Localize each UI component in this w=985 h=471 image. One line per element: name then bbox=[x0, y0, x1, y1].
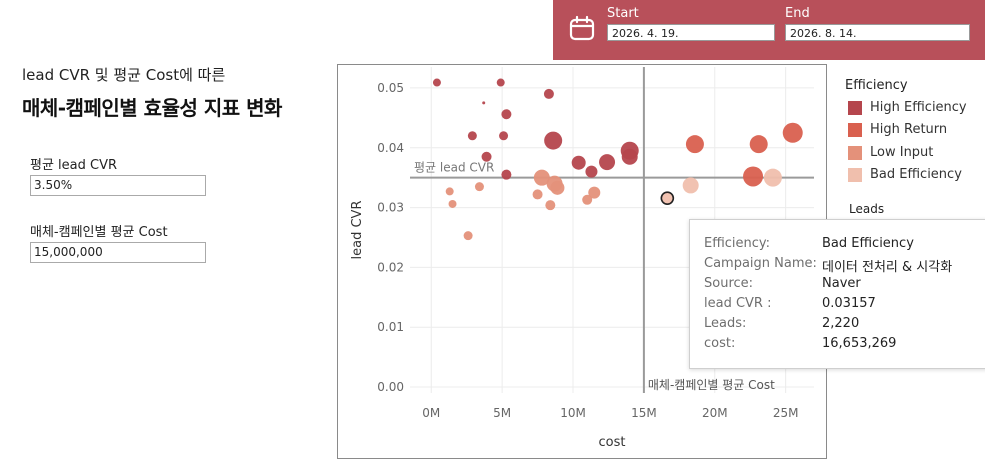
data-point bbox=[496, 78, 505, 87]
avg-cost-label: 매체-캠페인별 평균 Cost bbox=[30, 225, 168, 240]
tooltip-row-source: Source: Naver bbox=[704, 276, 861, 291]
legend-item-high-return[interactable]: High Return bbox=[848, 122, 947, 137]
x-tick-label: 25M bbox=[773, 406, 799, 420]
data-point bbox=[474, 182, 484, 192]
avg-cvr-input[interactable]: 3.50% bbox=[30, 175, 206, 196]
legend-item-high-efficiency[interactable]: High Efficiency bbox=[848, 100, 967, 115]
legend-swatch bbox=[848, 100, 862, 115]
legend-label: Low Input bbox=[870, 145, 934, 160]
legend-label: Bad Efficiency bbox=[870, 167, 962, 182]
x-tick-label: 0M bbox=[422, 406, 440, 420]
calendar-icon[interactable] bbox=[569, 15, 595, 41]
data-point bbox=[582, 194, 593, 205]
legend-label: High Return bbox=[870, 122, 948, 137]
tooltip-row-cvr: lead CVR : 0.03157 bbox=[704, 296, 876, 311]
avg-cost-input[interactable]: 15,000,000 bbox=[30, 242, 206, 263]
data-point bbox=[533, 169, 550, 186]
tooltip-row-campaign: Campaign Name: 데이터 전처리 & 시각화 bbox=[704, 256, 952, 275]
tooltip-key: Efficiency: bbox=[704, 236, 771, 251]
data-point bbox=[621, 148, 638, 165]
page-subtitle: lead CVR 및 평균 Cost에 따른 bbox=[22, 66, 226, 84]
data-point bbox=[660, 191, 675, 205]
tooltip-row-efficiency: Efficiency: Bad Efficiency bbox=[704, 236, 914, 251]
data-point bbox=[532, 189, 543, 200]
x-tick-label: 5M bbox=[493, 406, 511, 420]
tooltip-key: Campaign Name: bbox=[704, 256, 817, 271]
data-point bbox=[481, 151, 492, 162]
data-point bbox=[482, 101, 486, 105]
tooltip-key: Source: bbox=[704, 276, 754, 291]
data-point bbox=[588, 186, 601, 199]
date-range-bar: Start 2026. 4. 19. End 2026. 8. 14. bbox=[553, 0, 985, 60]
avg-cvr-reference-label: 평균 lead CVR bbox=[414, 161, 494, 175]
y-tick-label: 0.00 bbox=[377, 380, 404, 394]
data-point bbox=[550, 180, 565, 195]
x-tick-label: 15M bbox=[631, 406, 657, 420]
data-point bbox=[782, 122, 803, 143]
end-date-input[interactable]: 2026. 8. 14. bbox=[785, 24, 970, 41]
x-axis-title: cost bbox=[599, 435, 626, 450]
data-point bbox=[743, 166, 764, 187]
tooltip-key: cost: bbox=[704, 336, 736, 351]
legend-item-bad-efficiency[interactable]: Bad Efficiency bbox=[848, 167, 962, 182]
data-point bbox=[685, 135, 704, 154]
x-tick-label: 20M bbox=[702, 406, 728, 420]
y-tick-label: 0.04 bbox=[377, 141, 404, 155]
data-point bbox=[599, 154, 616, 171]
data-point bbox=[499, 131, 509, 141]
tooltip-row-cost: cost: 16,653,269 bbox=[704, 336, 896, 351]
tooltip-value: 0.03157 bbox=[822, 296, 876, 311]
tooltip-value: 데이터 전처리 & 시각화 bbox=[822, 260, 953, 275]
start-date-input[interactable]: 2026. 4. 19. bbox=[607, 24, 775, 41]
data-point bbox=[467, 131, 477, 141]
data-point bbox=[432, 78, 441, 87]
start-label: Start bbox=[607, 6, 639, 21]
data-point bbox=[463, 231, 473, 241]
data-point bbox=[682, 177, 699, 194]
data-point bbox=[448, 199, 457, 208]
tooltip-row-leads: Leads: 2,220 bbox=[704, 316, 859, 331]
data-point bbox=[544, 131, 563, 150]
tooltip: Efficiency: Bad Efficiency Campaign Name… bbox=[689, 219, 985, 369]
avg-cost-reference-label: 매체-캠페인별 평균 Cost bbox=[648, 378, 775, 392]
tooltip-value: Bad Efficiency bbox=[822, 236, 914, 251]
data-point bbox=[585, 165, 598, 178]
data-point bbox=[749, 135, 768, 154]
legend-item-low-input[interactable]: Low Input bbox=[848, 145, 933, 160]
page-title: 매체-캠페인별 효율성 지표 변화 bbox=[22, 96, 282, 120]
data-point bbox=[545, 200, 556, 211]
end-label: End bbox=[785, 6, 810, 21]
y-axis-title: lead CVR bbox=[350, 201, 365, 260]
data-point bbox=[501, 109, 512, 120]
legend-swatch bbox=[848, 145, 862, 160]
y-tick-label: 0.01 bbox=[377, 320, 404, 334]
data-point bbox=[763, 168, 782, 187]
tooltip-value: 2,220 bbox=[822, 316, 860, 331]
tooltip-key: Leads: bbox=[704, 316, 747, 331]
data-point bbox=[543, 88, 554, 99]
y-tick-label: 0.02 bbox=[377, 260, 404, 274]
y-tick-label: 0.05 bbox=[377, 81, 404, 95]
tooltip-value: 16,653,269 bbox=[822, 336, 897, 351]
legend-swatch bbox=[848, 122, 862, 137]
avg-cvr-label: 평균 lead CVR bbox=[30, 158, 118, 173]
tooltip-key: lead CVR : bbox=[704, 296, 772, 311]
legend-label: High Efficiency bbox=[870, 100, 967, 115]
legend-title: Efficiency bbox=[845, 78, 908, 93]
data-point bbox=[445, 187, 454, 196]
y-tick-label: 0.03 bbox=[377, 201, 404, 215]
legend-swatch bbox=[848, 167, 862, 182]
data-point bbox=[571, 155, 586, 170]
data-point bbox=[501, 169, 512, 180]
size-legend-title: Leads bbox=[849, 202, 885, 216]
tooltip-value: Naver bbox=[822, 276, 861, 291]
x-tick-label: 10M bbox=[560, 406, 586, 420]
